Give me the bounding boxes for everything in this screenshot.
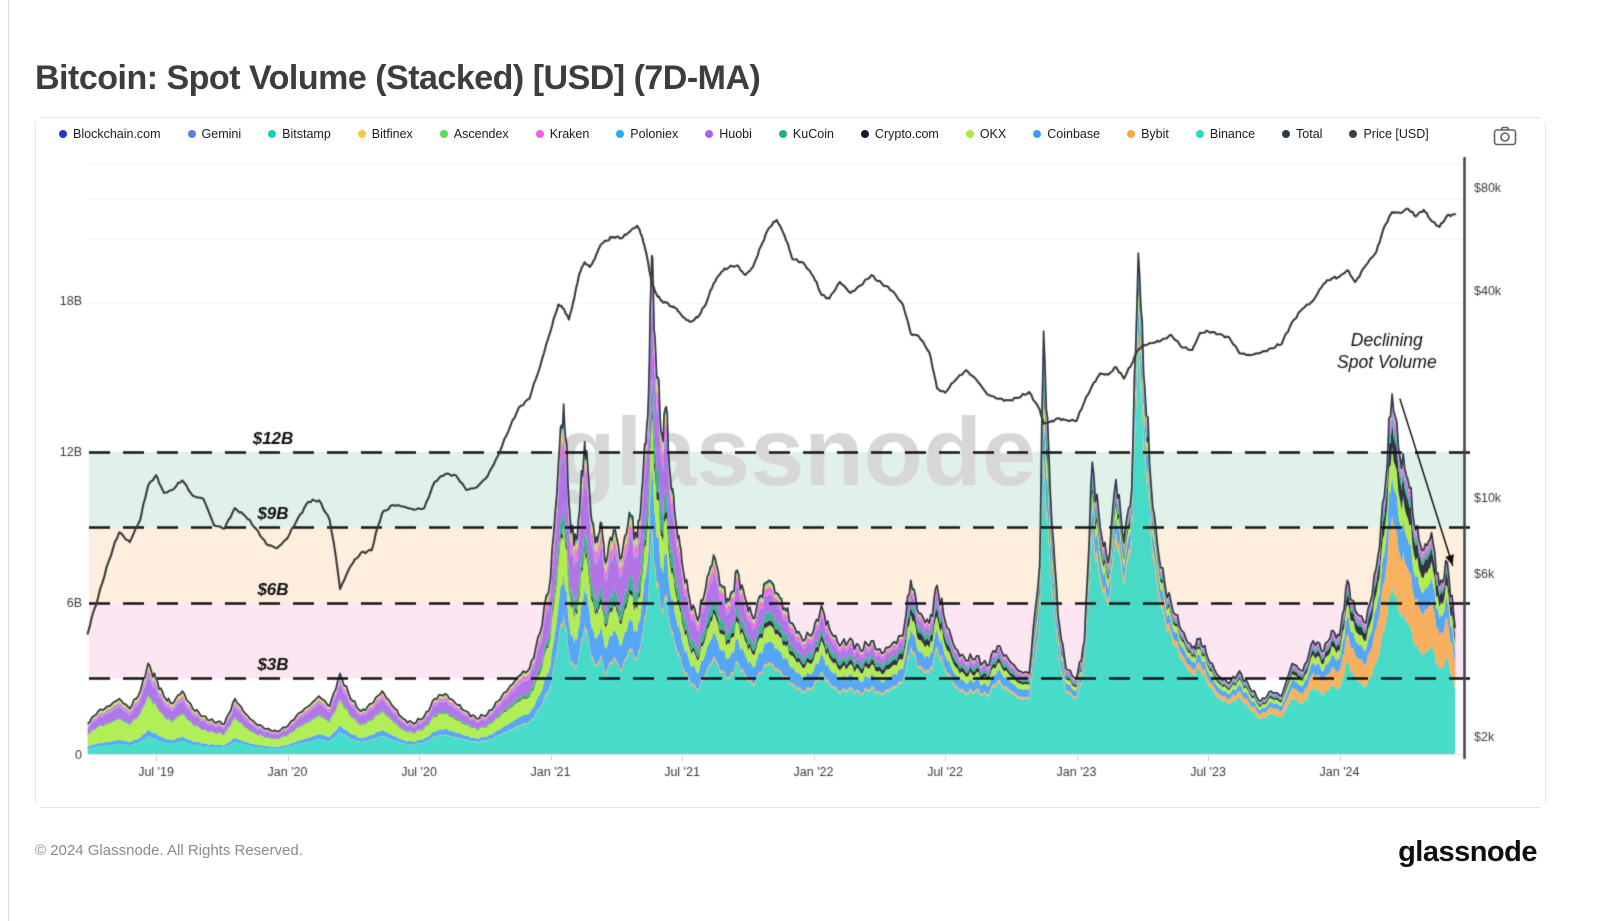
legend-item-gemini[interactable]: Gemini <box>187 127 242 141</box>
left-rail-divider <box>8 0 9 921</box>
legend-item-huobi[interactable]: Huobi <box>705 127 752 141</box>
chart-canvas[interactable] <box>36 118 1545 807</box>
legend-item-kucoin[interactable]: KuCoin <box>778 127 834 141</box>
legend-dot <box>965 130 974 138</box>
chart-panel: Blockchain.com Gemini Bitstamp Bitfinex Asce… <box>35 117 1546 808</box>
legend-item-label: OKX <box>979 127 1007 141</box>
legend-dot <box>59 130 67 138</box>
legend-dot <box>1033 130 1042 138</box>
legend-item-label: Coinbase <box>1047 127 1101 141</box>
legend-item-label: Bitstamp <box>282 127 331 141</box>
legend-item-label: Price [USD] <box>1363 127 1429 141</box>
legend-item-okx[interactable]: OKX <box>965 127 1007 141</box>
legend-item-coinbase[interactable]: Coinbase <box>1033 127 1100 141</box>
legend-item-label: Kraken <box>549 127 590 141</box>
glassnode-logo: glassnode <box>1398 836 1537 868</box>
legend-dot <box>705 130 714 138</box>
legend-item-label: Huobi <box>719 127 752 141</box>
legend-item-kraken[interactable]: Kraken <box>535 127 590 141</box>
legend-item-bitfinex[interactable]: Bitfinex <box>357 127 413 141</box>
legend-dot <box>778 130 787 138</box>
camera-button[interactable] <box>1491 125 1519 149</box>
legend-item-ascendex[interactable]: Ascendex <box>439 127 509 141</box>
legend-dot <box>187 130 196 138</box>
legend-item-blockchain-com[interactable]: Blockchain.com <box>59 127 161 141</box>
legend: Blockchain.com Gemini Bitstamp Bitfinex Asce… <box>59 127 1485 141</box>
legend-item-binance[interactable]: Binance <box>1195 127 1256 141</box>
legend-item-label: Crypto.com <box>874 127 939 141</box>
legend-dot <box>1282 130 1291 138</box>
legend-dot <box>535 130 544 138</box>
copyright-text: © 2024 Glassnode. All Rights Reserved. <box>35 842 303 859</box>
legend-dot <box>860 130 869 138</box>
legend-item-crypto-com[interactable]: Crypto.com <box>860 127 939 141</box>
legend-item-label: Bybit <box>1141 127 1169 141</box>
legend-item-label: Binance <box>1209 127 1256 141</box>
legend-item-label: Bitfinex <box>371 127 413 141</box>
legend-item-total[interactable]: Total <box>1282 127 1322 141</box>
camera-icon <box>1493 126 1517 145</box>
legend-item-bybit[interactable]: Bybit <box>1127 127 1169 141</box>
legend-dot <box>1349 130 1358 138</box>
legend-item-price-usd-[interactable]: Price [USD] <box>1349 127 1429 141</box>
legend-item-label: Blockchain.com <box>73 127 161 141</box>
legend-item-label: Ascendex <box>453 127 509 141</box>
legend-item-label: Gemini <box>201 127 242 141</box>
legend-dot <box>616 130 625 138</box>
legend-item-poloniex[interactable]: Poloniex <box>616 127 678 141</box>
legend-dot <box>268 130 277 138</box>
page-title: Bitcoin: Spot Volume (Stacked) [USD] (7D… <box>35 58 761 97</box>
legend-item-bitstamp[interactable]: Bitstamp <box>268 127 331 141</box>
legend-item-label: KuCoin <box>792 127 834 141</box>
legend-dot <box>1195 130 1204 138</box>
legend-dot <box>1127 130 1136 138</box>
legend-dot <box>357 130 366 138</box>
legend-item-label: Poloniex <box>630 127 679 141</box>
legend-dot <box>439 130 448 138</box>
legend-item-label: Total <box>1296 127 1323 141</box>
